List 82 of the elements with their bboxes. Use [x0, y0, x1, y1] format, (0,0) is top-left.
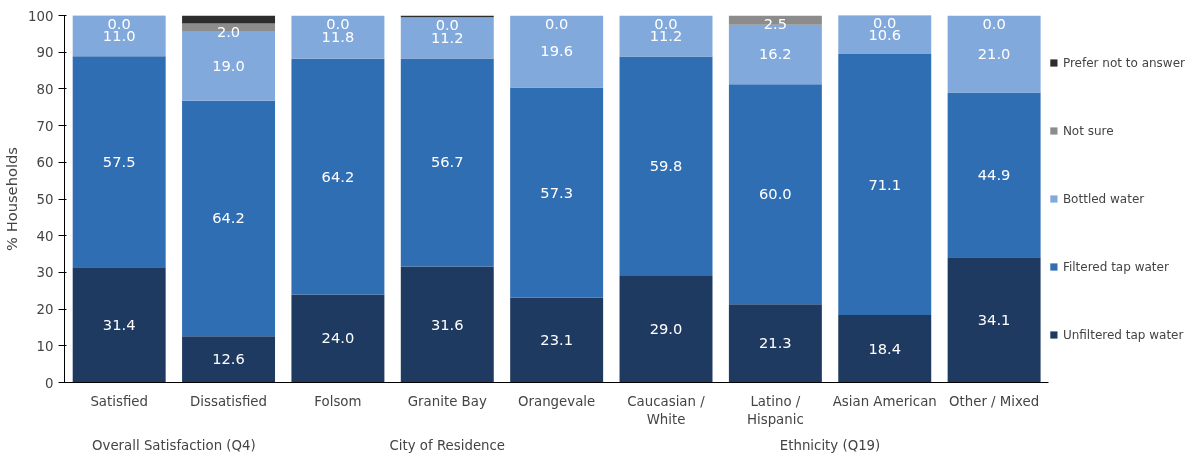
bar [728, 304, 822, 383]
data-label: 34.1 [977, 310, 1011, 328]
x-tick-label: Dissatisfied [190, 393, 268, 409]
bar [510, 15, 604, 88]
data-label: 21.3 [759, 334, 792, 352]
data-label: 12.6 [212, 350, 245, 368]
x-tick-label: Other / Mixed [949, 393, 1040, 409]
y-tick-label: 80 [36, 81, 54, 97]
bar [838, 54, 932, 315]
bar [291, 294, 385, 383]
legend-label: Bottled water [1062, 190, 1145, 207]
bar [400, 58, 494, 267]
legend-label: Filtered tap water [1062, 258, 1169, 275]
bar [291, 58, 385, 295]
text: Overall Satisfaction (Q4) [92, 437, 256, 453]
data-label: 0.0 [654, 14, 678, 32]
bar [838, 15, 932, 55]
data-label: 18.4 [868, 339, 902, 357]
y-tick-label: 90 [36, 45, 54, 61]
bar [400, 17, 494, 59]
x-tick-label: Granite Bay [407, 393, 487, 409]
bar [72, 15, 166, 57]
data-label: 21.0 [977, 45, 1011, 63]
data-label: 57.3 [540, 183, 573, 201]
y-tick-label: 70 [36, 118, 54, 134]
data-label: 57.5 [102, 152, 136, 170]
data-label: 0.0 [435, 16, 459, 34]
text: City of Residence [389, 437, 506, 453]
text: Ethnicity (Q19) [779, 437, 881, 453]
data-label: 0.0 [107, 14, 131, 32]
bar [72, 56, 166, 268]
bar [947, 15, 1041, 93]
bar [947, 92, 1041, 258]
bar [291, 15, 385, 59]
data-label: 16.2 [759, 45, 792, 63]
y-tick-label: 60 [36, 155, 54, 171]
data-label: 56.7 [430, 153, 464, 171]
data-label: 44.9 [977, 165, 1011, 183]
x-tick-label: Orangevale [518, 393, 596, 409]
x-tick-label: Latino / Hispanic [746, 393, 804, 427]
data-label: 31.4 [102, 315, 136, 333]
y-tick-label: 0 [45, 375, 54, 391]
bar [510, 297, 604, 383]
bar [619, 15, 713, 57]
bar [947, 257, 1041, 383]
bar [510, 87, 604, 298]
y-tick-label: 20 [36, 302, 54, 318]
data-label: 0.0 [982, 14, 1006, 32]
bar [728, 84, 822, 305]
y-axis-title: % Households [3, 147, 21, 251]
x-tick-label: Folsom [314, 393, 362, 409]
bar [400, 266, 494, 383]
bar [72, 267, 166, 383]
bar [182, 100, 276, 337]
legend-label: Unfiltered tap water [1062, 326, 1184, 343]
legend-label: Not sure [1062, 122, 1114, 139]
data-label: 29.0 [649, 320, 683, 338]
data-label: 19.6 [540, 42, 573, 60]
y-tick-label: 40 [36, 228, 54, 244]
bar [182, 15, 276, 24]
data-label: 19.0 [212, 56, 245, 74]
bar [619, 276, 713, 383]
y-tick-label: 100 [28, 8, 54, 24]
data-label: 64.2 [212, 209, 245, 227]
legend-label: Prefer not to answer [1062, 54, 1185, 71]
y-tick-label: 30 [36, 265, 54, 281]
data-label: 64.2 [321, 167, 355, 185]
data-label: 23.1 [540, 331, 573, 349]
data-label: 31.6 [430, 315, 464, 333]
data-label: 0.0 [544, 14, 569, 32]
y-tick-label: 10 [36, 338, 54, 354]
x-tick-label: Asian American [832, 393, 937, 409]
data-label: 60.0 [759, 185, 792, 203]
data-label: 24.0 [321, 329, 355, 347]
data-label: 59.8 [649, 157, 683, 175]
bar [619, 56, 713, 277]
x-tick-label: Satisfied [90, 393, 148, 409]
x-tick-label: Caucasian / White [627, 393, 706, 427]
data-label: 71.1 [868, 175, 902, 193]
bar [182, 336, 276, 383]
bar [838, 314, 932, 383]
y-tick-label: 50 [36, 192, 54, 207]
